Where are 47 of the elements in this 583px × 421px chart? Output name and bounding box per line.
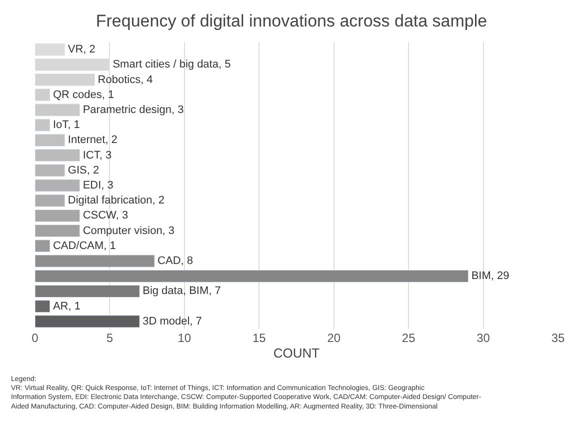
data-label: CAD/CAM, 1 xyxy=(52,240,116,252)
bar xyxy=(35,43,66,56)
bar xyxy=(35,73,96,86)
bar xyxy=(35,134,66,146)
bar xyxy=(35,88,50,102)
bar xyxy=(35,300,50,313)
x-tick-label: 35 xyxy=(551,331,565,345)
bar xyxy=(35,104,80,116)
x-tick-label: 20 xyxy=(327,331,341,345)
data-label: Internet, 2 xyxy=(68,134,118,146)
bar xyxy=(35,254,155,268)
data-label: Smart cities / big data, 5 xyxy=(112,58,231,71)
data-label: AR, 1 xyxy=(52,300,80,312)
x-axis-title: COUNT xyxy=(273,346,320,361)
bar xyxy=(35,240,50,252)
bar xyxy=(35,164,66,177)
data-label: Parametric design, 3 xyxy=(82,104,184,116)
data-label: Robotics, 4 xyxy=(98,74,153,86)
x-tick-label: 5 xyxy=(106,331,114,345)
data-label: 3D model, 7 xyxy=(142,315,202,328)
data-label: VR, 2 xyxy=(68,44,96,56)
data-label: Big data, BIM, 7 xyxy=(142,285,221,298)
data-label: BIM, 29 xyxy=(471,270,510,282)
bar xyxy=(35,284,140,298)
bar xyxy=(35,118,50,132)
bar xyxy=(35,179,80,192)
data-label: IoT, 1 xyxy=(52,119,80,132)
data-label: ICT, 3 xyxy=(82,149,112,162)
x-tick-label: 10 xyxy=(178,331,192,345)
data-label: QR codes, 1 xyxy=(52,88,114,101)
x-tick-label: 25 xyxy=(402,331,416,345)
chart-title: Frequency of digital innovations across data sample xyxy=(96,12,488,31)
bar xyxy=(35,209,80,222)
data-label: EDI, 3 xyxy=(82,180,114,192)
bar xyxy=(35,270,469,282)
bar xyxy=(35,149,80,162)
x-tick-label: 30 xyxy=(476,331,490,345)
data-label: GIS, 2 xyxy=(68,164,100,176)
x-tick-label: 0 xyxy=(32,331,39,345)
bar xyxy=(35,194,66,207)
data-label: CAD, 8 xyxy=(158,255,194,268)
x-tick-label: 15 xyxy=(252,331,266,345)
data-label: CSCW, 3 xyxy=(82,210,128,222)
bar xyxy=(35,224,80,238)
data-label: Computer vision, 3 xyxy=(82,224,175,237)
data-label: Digital fabrication, 2 xyxy=(68,194,164,207)
bar xyxy=(35,315,140,328)
